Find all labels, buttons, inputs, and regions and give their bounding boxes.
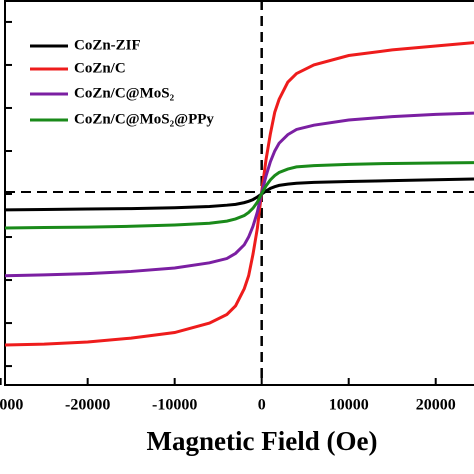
data-line: [4, 177, 474, 212]
x-tick-label: -10000: [152, 397, 197, 414]
x-tick-label: -20000: [65, 397, 110, 414]
plot-frame: [4, 0, 474, 386]
data-line: [4, 161, 474, 230]
data-line: [4, 111, 474, 278]
legend-label: CoZn/C@MoS₂: [74, 85, 175, 101]
legend-label: CoZn/C@MoS₂@PPy: [74, 111, 214, 127]
x-tick-label: 0: [258, 397, 266, 414]
data-line: [4, 41, 474, 347]
x-tick-label: 20000: [416, 397, 456, 414]
legend-label: CoZn-ZIF: [74, 37, 141, 53]
x-tick-label: 10000: [329, 397, 369, 414]
x-axis-title: Magnetic Field (Oe): [147, 426, 378, 456]
x-tick-label: -30000: [0, 397, 23, 414]
legend-label: CoZn/C: [74, 60, 126, 76]
